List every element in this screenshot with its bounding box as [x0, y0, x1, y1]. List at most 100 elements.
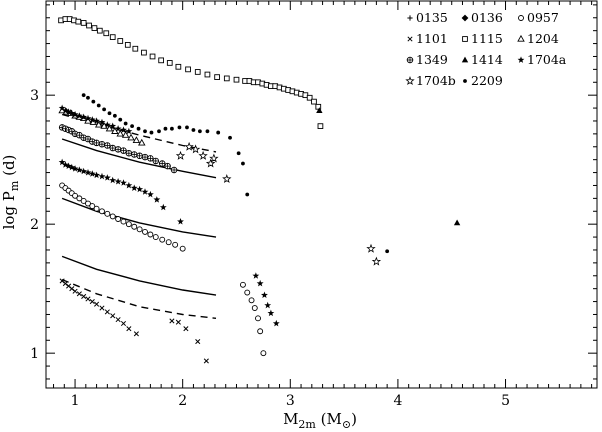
- point-2209: [91, 99, 96, 104]
- point-1704b: [190, 144, 201, 154]
- point-0957: [80, 197, 87, 204]
- point-1704a: [252, 272, 260, 279]
- cross-bar: [203, 358, 209, 364]
- dot-shape: [170, 126, 174, 131]
- point-1704a: [159, 203, 167, 211]
- point-1101: [99, 305, 105, 311]
- point-2209: [96, 103, 101, 108]
- star-shape: [58, 104, 66, 111]
- dot-shape: [177, 125, 182, 130]
- dot-shape: [228, 135, 232, 140]
- cross-bar: [85, 296, 91, 302]
- point-1115: [75, 18, 82, 25]
- point-1115: [166, 60, 173, 66]
- y-tick-label: 1: [30, 346, 39, 362]
- square-shape: [204, 71, 211, 78]
- circle-shape: [260, 350, 267, 357]
- cross-bar: [62, 280, 68, 287]
- point-1349: [152, 157, 160, 165]
- star-shape: [130, 184, 138, 191]
- point-1704a: [153, 196, 161, 203]
- point-1115: [96, 27, 103, 34]
- point-0957: [85, 200, 91, 207]
- legend-label-1704a: 1704a: [527, 52, 567, 67]
- point-0957: [172, 241, 179, 248]
- point-1115: [317, 123, 324, 129]
- point-1349: [93, 139, 100, 147]
- solid-model-curve: [61, 138, 217, 179]
- point-1704a: [125, 181, 133, 189]
- circle-shape: [179, 245, 186, 252]
- point-1704a: [136, 185, 144, 193]
- dot-shape: [216, 130, 221, 135]
- x-axis-title: M2m (M⊙): [283, 410, 357, 431]
- point-1204: [138, 138, 146, 146]
- legend-item-2209: 2209: [463, 73, 503, 88]
- point-1349: [136, 152, 143, 160]
- cross-bar: [115, 317, 121, 323]
- y-tick-label: 2: [30, 217, 39, 233]
- point-1704a: [264, 301, 272, 309]
- point-1115: [311, 98, 317, 105]
- point-2209: [385, 249, 390, 254]
- point-1414: [316, 107, 323, 114]
- legend-label-1101: 1101: [416, 31, 448, 46]
- point-1101: [183, 326, 189, 332]
- point-2209: [245, 192, 250, 197]
- point-1115: [185, 66, 191, 73]
- legend-item-1414: 1414: [461, 52, 503, 67]
- star-shape: [198, 150, 208, 160]
- point-1704b: [366, 243, 376, 253]
- point-1704a: [84, 169, 92, 176]
- star-shape: [114, 125, 122, 132]
- point-1704b: [198, 150, 208, 160]
- circle-shape: [244, 289, 251, 296]
- point-1204: [132, 136, 141, 143]
- point-2209: [205, 129, 210, 134]
- star-shape: [84, 114, 92, 122]
- square-shape: [462, 36, 468, 42]
- point-2209: [185, 125, 189, 130]
- model-curves: [61, 113, 217, 319]
- circle-shape: [120, 218, 127, 225]
- circle-shape: [76, 195, 83, 202]
- circle-shape: [115, 216, 122, 222]
- star-shape: [75, 112, 83, 119]
- triangle-shape: [316, 107, 323, 114]
- star-shape: [88, 116, 96, 123]
- star-shape: [88, 170, 96, 177]
- point-1704b: [209, 153, 219, 163]
- triangle-shape: [132, 136, 141, 143]
- square-shape: [96, 27, 103, 34]
- dot-shape: [136, 126, 141, 131]
- point-1704a: [58, 158, 66, 166]
- dot-shape: [86, 95, 90, 100]
- legend-marker-2209: [463, 79, 467, 83]
- star-shape: [517, 56, 525, 63]
- dot-shape: [130, 124, 134, 129]
- point-1115: [132, 45, 139, 52]
- point-1115: [109, 34, 116, 40]
- point-1115: [233, 76, 240, 83]
- star-shape: [136, 185, 144, 193]
- circle-shape: [80, 197, 87, 204]
- star-shape: [71, 165, 79, 172]
- point-1101: [133, 331, 139, 337]
- point-1704a: [109, 176, 117, 184]
- point-1704a: [80, 113, 88, 120]
- x-axis-unit-sub: ⊙: [342, 418, 351, 431]
- point-1704a: [84, 114, 92, 122]
- x-tick-label: 3: [286, 393, 295, 409]
- point-0957: [147, 231, 154, 238]
- star-shape: [93, 117, 100, 124]
- point-1101: [169, 318, 175, 324]
- point-0957: [257, 328, 264, 335]
- point-0957: [125, 221, 132, 228]
- star-shape: [405, 76, 415, 86]
- square-shape: [166, 60, 173, 66]
- point-1115: [158, 57, 165, 64]
- x-axis-title-unit-close: ): [351, 410, 357, 428]
- star-shape: [61, 161, 69, 168]
- point-1101: [115, 317, 121, 323]
